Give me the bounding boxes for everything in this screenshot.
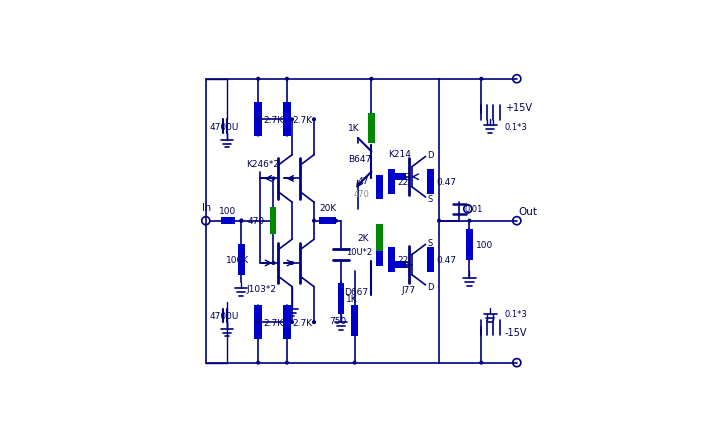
Bar — [255, 306, 262, 339]
Circle shape — [480, 78, 483, 81]
Circle shape — [312, 220, 315, 223]
Circle shape — [290, 321, 293, 324]
Bar — [351, 306, 358, 336]
Bar — [255, 103, 262, 137]
Bar — [271, 208, 276, 235]
Text: 47: 47 — [357, 176, 369, 185]
Text: 0.1*3: 0.1*3 — [505, 122, 528, 131]
Text: 22: 22 — [398, 255, 409, 265]
Text: 470: 470 — [248, 217, 265, 226]
Bar — [427, 170, 434, 195]
Circle shape — [480, 361, 483, 364]
Text: 100: 100 — [476, 240, 493, 249]
Text: 0.1*3: 0.1*3 — [505, 309, 528, 318]
Bar — [427, 247, 434, 272]
Bar — [376, 243, 383, 267]
Text: 750: 750 — [329, 316, 346, 325]
Text: B647: B647 — [348, 154, 371, 163]
Circle shape — [438, 220, 441, 223]
Text: 2K: 2K — [357, 233, 369, 243]
Text: 4700U: 4700U — [209, 122, 238, 131]
Text: 10U*2: 10U*2 — [346, 247, 372, 256]
Bar — [394, 261, 406, 268]
Text: 20K: 20K — [319, 203, 336, 212]
Text: 470: 470 — [353, 190, 369, 199]
Text: J77: J77 — [402, 286, 416, 295]
Text: D: D — [427, 283, 434, 291]
Circle shape — [353, 361, 356, 364]
Circle shape — [290, 178, 293, 180]
Bar — [319, 218, 336, 225]
Bar — [466, 230, 473, 260]
Text: -15V: -15V — [505, 328, 527, 337]
Circle shape — [468, 220, 471, 223]
Text: Out: Out — [518, 206, 537, 216]
Bar — [368, 113, 375, 144]
Text: 1K: 1K — [346, 294, 357, 303]
Circle shape — [240, 220, 243, 223]
Text: D: D — [427, 151, 434, 160]
Circle shape — [312, 119, 315, 121]
Circle shape — [335, 220, 337, 223]
Circle shape — [257, 78, 259, 81]
Text: G: G — [404, 173, 410, 182]
Bar — [376, 176, 383, 199]
Bar — [394, 174, 406, 181]
Circle shape — [272, 178, 275, 180]
Text: K214: K214 — [388, 149, 411, 158]
Text: 1K: 1K — [348, 124, 360, 133]
Bar — [388, 247, 396, 272]
Text: J103*2: J103*2 — [246, 284, 276, 293]
Circle shape — [290, 262, 293, 265]
Text: S: S — [427, 195, 432, 204]
Bar — [238, 245, 245, 275]
Text: 0.01: 0.01 — [465, 205, 483, 214]
Circle shape — [257, 321, 259, 324]
Text: G: G — [404, 261, 410, 269]
Bar — [283, 306, 290, 339]
Text: K246*2: K246*2 — [246, 159, 279, 168]
Text: D667: D667 — [345, 287, 369, 297]
Circle shape — [370, 78, 373, 81]
Bar — [338, 283, 345, 314]
Circle shape — [272, 262, 275, 265]
Circle shape — [312, 321, 315, 324]
Circle shape — [240, 220, 243, 223]
Text: 4700U: 4700U — [209, 311, 238, 320]
Text: 2.7K: 2.7K — [292, 318, 312, 327]
Bar — [221, 218, 235, 225]
Text: 100K: 100K — [226, 255, 250, 265]
Circle shape — [290, 119, 293, 121]
Text: In: In — [202, 203, 212, 213]
Bar — [388, 170, 396, 195]
Circle shape — [257, 361, 259, 364]
Text: 2.7K: 2.7K — [263, 116, 283, 124]
Text: +15V: +15V — [505, 103, 532, 113]
Text: S: S — [427, 239, 432, 247]
Circle shape — [286, 361, 288, 364]
Circle shape — [257, 119, 259, 121]
Text: 22: 22 — [398, 178, 409, 187]
Circle shape — [286, 78, 288, 81]
Text: 0.47: 0.47 — [436, 178, 457, 187]
Text: 2.7K: 2.7K — [263, 318, 283, 327]
Text: 2.7K: 2.7K — [292, 116, 312, 124]
Text: 0.47: 0.47 — [436, 255, 457, 265]
Bar — [283, 103, 290, 137]
Text: 100: 100 — [219, 207, 236, 215]
Bar — [376, 225, 383, 251]
